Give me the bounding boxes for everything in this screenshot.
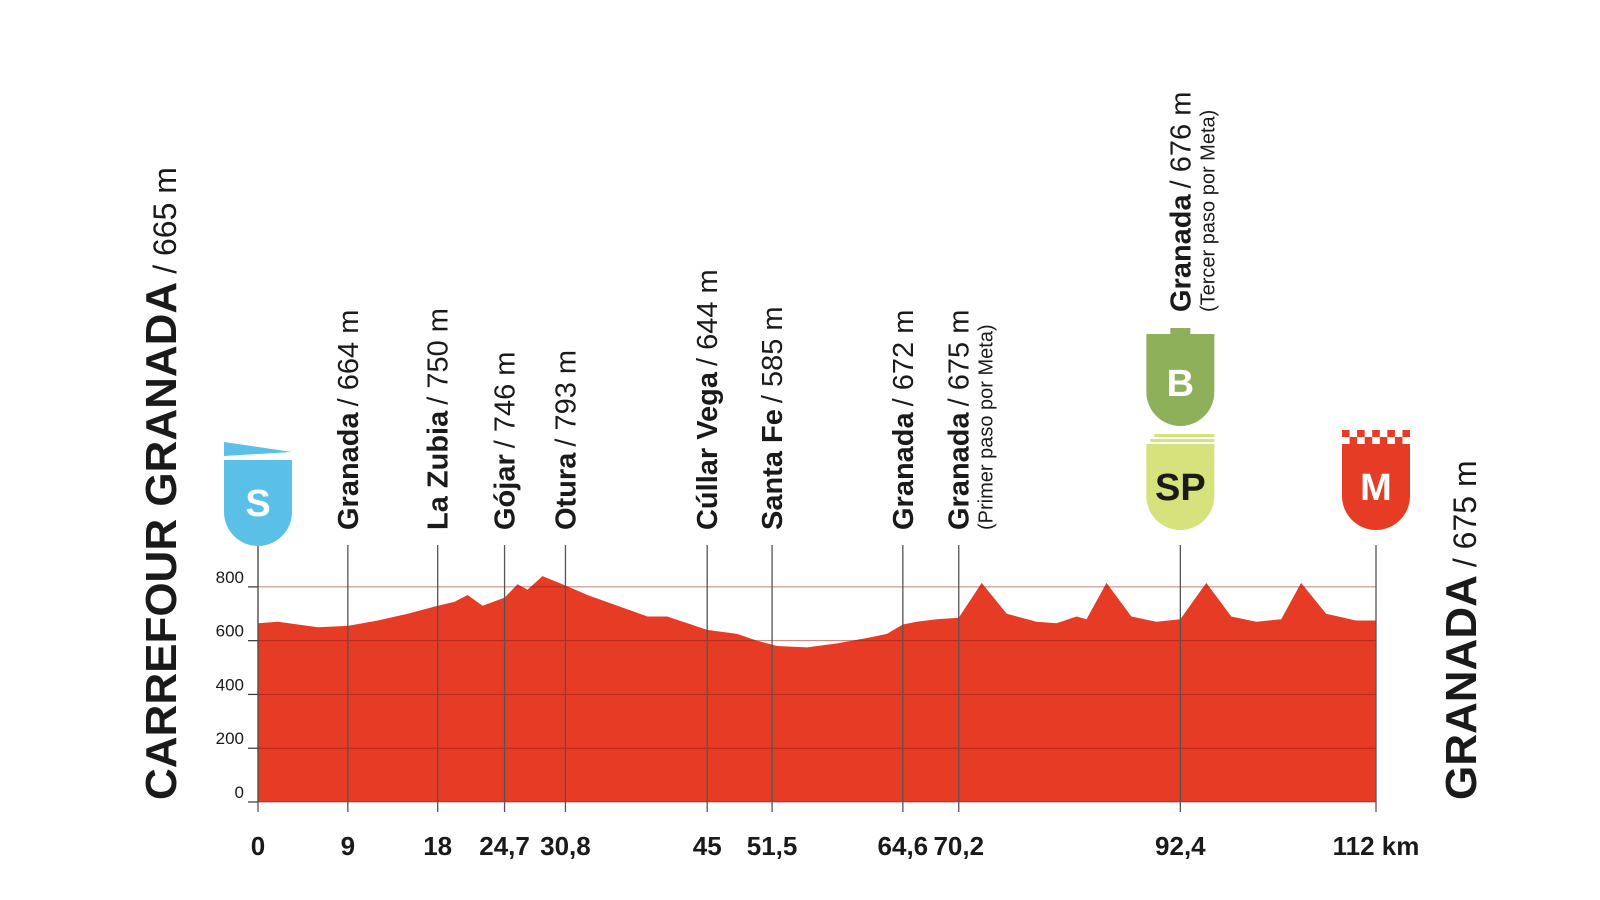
marker-label: B [1167,363,1194,405]
marker-check [1372,430,1380,437]
waypoint-altitude: / 746 m [490,352,522,449]
x-tick-label: 45 [693,831,722,861]
marker-check [1402,430,1410,437]
waypoint-label: La Zubia / 750 m [423,308,455,530]
y-tick-label: 0 [235,783,244,802]
marker-check [1342,430,1350,437]
marker-shield [1342,444,1410,530]
marker-check [1357,430,1365,437]
y-tick-label: 800 [216,568,244,587]
marker-stack [1150,439,1215,442]
marker-check [1387,430,1395,437]
x-tick-label: 0 [251,831,265,861]
x-tick-label: 18 [423,831,452,861]
marker-check [1364,437,1373,444]
waypoint-note: (Primer paso por Meta) [976,324,998,530]
x-tick-label: 51,5 [747,831,798,861]
marker-check [1394,437,1403,444]
waypoint-altitude: / 644 m [692,269,724,366]
place-label: GRANADA / 675 m [1437,460,1486,800]
marker-label: SP [1155,467,1206,509]
marker-flag [224,442,292,456]
waypoint-label: Granada / 676 m [1165,92,1197,312]
marker-label: M [1360,467,1392,509]
waypoint-altitude: / 793 m [550,350,582,447]
marker-castle [1146,328,1215,340]
waypoint-name: Granada [1165,193,1197,312]
waypoint-label: Granada / 672 m [888,310,920,530]
waypoint-altitude: / 672 m [888,310,920,407]
x-tick-label: 70,2 [933,831,984,861]
marker-check [1349,437,1358,444]
waypoint-altitude: / 664 m [333,310,365,407]
y-tick-label: 400 [216,675,244,694]
place-name: GRANADA [1437,575,1486,800]
x-tick-label: 9 [341,831,355,861]
x-tick-label: 92,4 [1155,831,1206,861]
waypoint-altitude: / 675 m [944,310,976,407]
marker-check [1379,437,1388,444]
waypoint-label: Gójar / 746 m [490,352,522,530]
waypoint-altitude: / 750 m [423,308,455,405]
y-tick-label: 200 [216,729,244,748]
elevation-area [258,576,1376,802]
waypoint-altitude: / 676 m [1165,92,1197,189]
waypoint-label: Otura / 793 m [550,350,582,530]
marker-label: S [245,483,270,525]
x-tick-label: 64,6 [878,831,929,861]
waypoint-altitude: / 585 m [757,306,789,403]
waypoint-name: Granada [333,411,365,530]
waypoint-name: Granada [944,411,976,530]
waypoint-name: Granada [888,411,920,530]
x-tick-label: 24,7 [479,831,530,861]
marker-shield [1146,444,1215,530]
waypoint-name: Cúllar Vega [692,371,724,530]
place-altitude: / 665 m [147,167,183,274]
waypoint-label: Santa Fe / 585 m [757,306,789,530]
place-label: CARREFOUR GRANADA / 665 m [137,167,186,800]
waypoint-label: Cúllar Vega / 644 m [692,269,724,530]
waypoint-name: Santa Fe [757,409,789,530]
place-name: CARREFOUR GRANADA [137,282,186,800]
waypoint-name: La Zubia [423,410,455,530]
waypoint-note: (Tercer paso por Meta) [1197,110,1219,312]
marker-shield [1146,340,1215,427]
waypoint-label: Granada / 675 m [944,310,976,530]
place-altitude: / 675 m [1447,460,1483,567]
y-tick-label: 600 [216,622,244,641]
marker-shield [224,460,292,546]
waypoint-name: Otura [550,452,582,530]
waypoint-label: Granada / 664 m [333,310,365,530]
x-tick-label: 112 km [1333,831,1420,861]
x-tick-label: 30,8 [540,831,591,861]
marker-stack [1154,434,1215,437]
waypoint-name: Gójar [490,454,522,530]
